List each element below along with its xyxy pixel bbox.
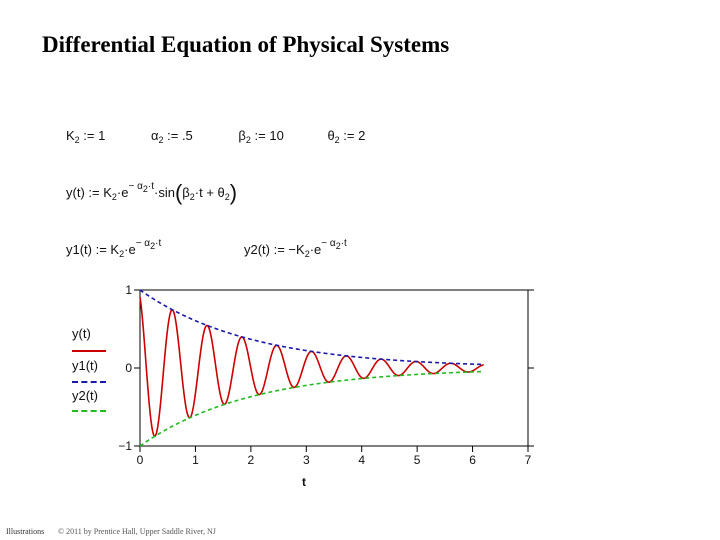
x-tick-label: 7: [525, 453, 532, 467]
equation-y2: y2(t) := −K2·e− α2·t: [244, 238, 347, 259]
series-group: [139, 289, 484, 447]
series-line-3: [139, 370, 484, 447]
legend-label-y1: y1(t): [72, 358, 98, 373]
y-tick-label: −1: [118, 439, 132, 453]
y-tick-label: 0: [125, 361, 132, 375]
legend-swatch-y1: [72, 381, 106, 383]
legend-swatch-y: [72, 350, 106, 352]
series-line-1: [139, 296, 484, 438]
theta2-definition: θ2 := 2: [327, 128, 366, 145]
equation-y: y(t) := K2·e− α2·t·sin(β2·t + θ2): [66, 180, 238, 205]
page-title: Differential Equation of Physical System…: [42, 32, 450, 57]
x-tick-label: 0: [137, 453, 144, 467]
x-tick-label: 5: [414, 453, 421, 467]
alpha2-definition: α2 := .5: [150, 128, 193, 145]
y-tick-label: 1: [125, 283, 132, 297]
k2-definition: K2 := 1: [66, 128, 106, 145]
x-tick-label: 1: [192, 453, 199, 467]
x-tick-label: 2: [248, 453, 255, 467]
series-line-2: [139, 289, 484, 366]
plot-frame: [139, 289, 529, 447]
x-tick-label: 3: [303, 453, 310, 467]
x-tick-label: 4: [358, 453, 365, 467]
footer-copyright: © 2011 by Prentice Hall, Upper Saddle Ri…: [58, 527, 216, 536]
legend-label-y: y(t): [72, 326, 91, 341]
tick-marks: [134, 289, 534, 452]
footer-illustrations: Illustrations: [6, 527, 45, 536]
legend-swatch-y2: [72, 410, 106, 412]
tick-labels: 0 1 2 3 4 5 6 7 1 0 −1 t: [118, 283, 531, 489]
x-tick-label: 6: [469, 453, 476, 467]
plot-border: [139, 289, 529, 447]
x-axis-label: t: [302, 475, 306, 489]
beta2-definition: β2 := 10: [238, 128, 284, 145]
legend-label-y2: y2(t): [72, 388, 98, 403]
equation-y1: y1(t) := K2·e− α2·t: [66, 238, 162, 259]
equation-parameters: K2 := 1 α2 := .5 β2 := 10 θ2 := 2: [66, 128, 365, 145]
